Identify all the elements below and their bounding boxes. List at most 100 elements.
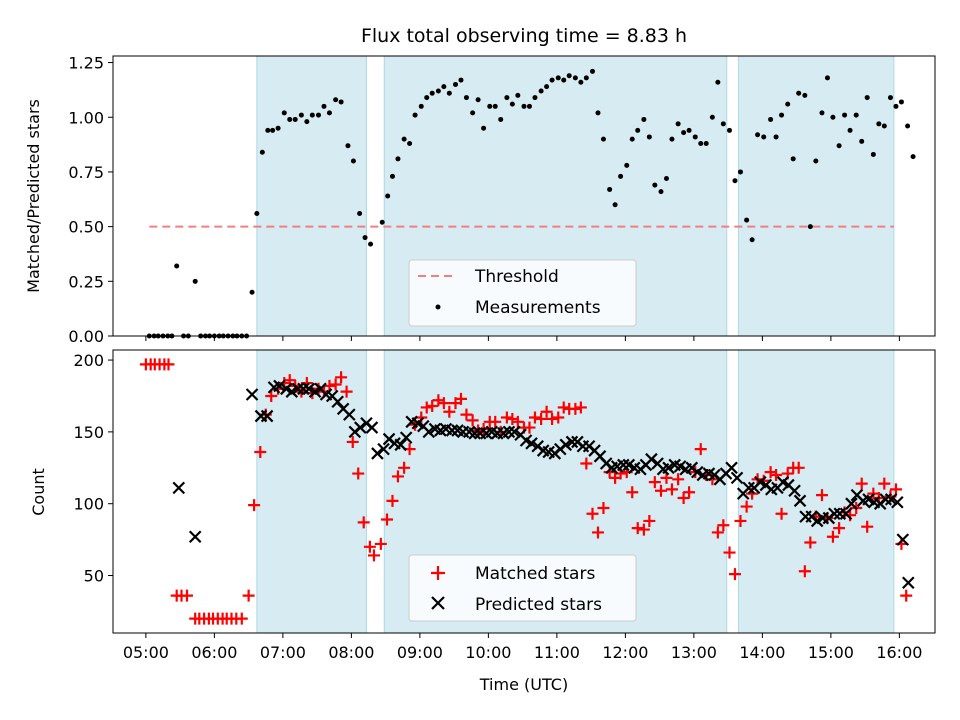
matched-star-point: [523, 421, 536, 434]
measurement-point: [259, 149, 265, 155]
predicted-star-point: [377, 442, 390, 456]
top-legend: Threshold Measurements: [408, 259, 637, 327]
matched-star-point: [723, 546, 736, 559]
matched-star-point: [180, 589, 193, 602]
bottom-y-axis-ticks: 50 100 150 200: [73, 351, 113, 586]
measurement-point: [509, 101, 515, 107]
measurement-point: [309, 112, 315, 118]
matched-star-point: [826, 530, 839, 543]
measurement-point: [744, 217, 750, 223]
y-tick-label: 1.25: [68, 54, 104, 73]
matched-star-point: [878, 477, 891, 490]
matched-star-point: [357, 516, 370, 529]
matched-star-point: [340, 385, 353, 398]
measurement-point: [612, 202, 618, 208]
matched-star-point: [586, 507, 599, 520]
x-tick-label: 11:00: [534, 643, 580, 662]
matched-star-point: [683, 486, 696, 499]
measurement-point: [441, 84, 447, 90]
measurement-point: [254, 211, 260, 216]
matched-star-point: [506, 412, 519, 425]
predicted-star-point: [371, 447, 384, 460]
measurement-point: [773, 134, 779, 140]
matched-star-point: [655, 484, 667, 497]
measurement-point: [853, 112, 859, 118]
predicted-star-point: [559, 438, 573, 452]
measurement-point: [898, 99, 904, 105]
matched-star-point: [528, 411, 541, 424]
measurement-point: [538, 88, 544, 94]
matched-star-point: [386, 494, 399, 507]
matched-star-point: [672, 473, 685, 486]
measurement-point: [549, 77, 555, 83]
legend-predicted-label: Predicted stars: [475, 595, 602, 615]
measurement-point: [555, 75, 561, 81]
predicted-star-point: [245, 388, 259, 401]
measurement-point: [737, 169, 743, 175]
measurement-point: [607, 186, 613, 192]
predicted-star-point: [617, 458, 630, 472]
predicted-star-point: [730, 471, 744, 485]
x-tick-label: 16:00: [876, 643, 922, 662]
measurement-point: [498, 116, 504, 122]
predicted-star-point: [793, 494, 807, 508]
predicted-star-point: [399, 431, 413, 444]
measurement-point: [881, 123, 887, 129]
measurement-point: [646, 134, 652, 140]
x-tick-label: 10:00: [465, 643, 511, 662]
predicted-star-point: [565, 435, 579, 449]
measurement-point: [418, 103, 424, 109]
measurement-point: [807, 224, 813, 230]
y-tick-label: 100: [73, 495, 104, 514]
x-tick-label: 09:00: [397, 643, 443, 662]
matched-star-point: [775, 507, 788, 520]
x-tick-label: 14:00: [739, 643, 785, 662]
predicted-star-point: [839, 507, 853, 521]
measurement-point: [333, 97, 339, 103]
predicted-star-point: [445, 424, 459, 437]
measurement-point: [893, 103, 899, 109]
x-tick-label: 08:00: [328, 643, 374, 662]
measurement-point: [910, 154, 916, 160]
predicted-star-point: [273, 379, 286, 393]
predicted-stars-series: [172, 379, 915, 589]
predicted-star-point: [845, 497, 858, 510]
matched-star-point: [391, 470, 404, 483]
matched-star-point: [734, 514, 747, 527]
measurement-point: [768, 116, 774, 122]
matched-star-point: [346, 435, 359, 448]
matched-star-point: [254, 445, 267, 458]
measurement-point: [304, 119, 310, 125]
x-tick-label: 13:00: [671, 643, 717, 662]
legend-predicted-swatch: [431, 596, 445, 610]
measurement-point: [265, 127, 271, 133]
measurement-point: [270, 127, 276, 133]
matched-star-point: [770, 468, 783, 481]
measurement-point: [796, 90, 802, 96]
matched-star-point: [540, 405, 553, 418]
measurement-point: [819, 110, 825, 116]
measurement-point: [368, 241, 374, 247]
measurement-point: [487, 103, 493, 109]
observing-window: [737, 349, 895, 634]
matched-star-point: [426, 400, 439, 413]
measurement-point: [600, 136, 606, 142]
top-legend-box: [408, 259, 637, 327]
matched-star-point: [335, 371, 348, 384]
matched-star-point: [728, 568, 741, 581]
measurement-point: [281, 110, 287, 116]
matched-star-point: [764, 466, 777, 479]
predicted-star-point: [302, 382, 316, 396]
measurement-point: [779, 112, 785, 118]
measurement-point: [749, 237, 755, 243]
matched-star-point: [643, 514, 656, 527]
matched-star-point: [631, 522, 644, 535]
legend-measurements-swatch: [435, 304, 441, 310]
measurement-point: [802, 92, 808, 98]
bottom-y-axis-label: Count: [29, 468, 48, 516]
matched-star-point: [591, 526, 604, 539]
measurement-point: [429, 90, 435, 96]
measurement-point: [385, 193, 391, 199]
measurement-point: [824, 75, 830, 81]
measurement-point: [453, 81, 458, 87]
